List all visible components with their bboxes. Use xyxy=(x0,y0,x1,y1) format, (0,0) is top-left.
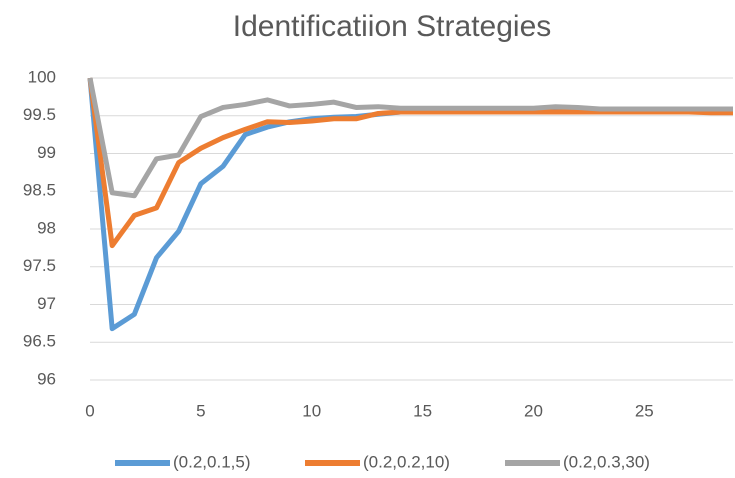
line xyxy=(87,77,733,199)
x-tick-label: 25 xyxy=(635,401,654,420)
legend-label: (0.2,0.2,10) xyxy=(363,452,450,471)
y-tick-label: 98.5 xyxy=(23,181,56,200)
y-tick-label: 96 xyxy=(37,369,56,388)
line xyxy=(87,77,733,249)
y-tick-label: 96.5 xyxy=(23,332,56,351)
x-tick-label: 15 xyxy=(413,401,432,420)
legend-label: (0.2,0.3,30) xyxy=(563,452,650,471)
x-tick-label: 5 xyxy=(196,401,205,420)
x-tick-label: 0 xyxy=(85,401,94,420)
y-tick-label: 98 xyxy=(37,218,56,237)
x-tick-label: 10 xyxy=(302,401,321,420)
chart-title: Identificatiion Strategies xyxy=(233,10,552,43)
y-tick-label: 97 xyxy=(37,294,56,313)
x-tick-label: 20 xyxy=(524,401,543,420)
y-tick-label: 99 xyxy=(37,143,56,162)
y-tick-label: 97.5 xyxy=(23,256,56,275)
y-tick-label: 100 xyxy=(28,67,56,86)
y-tick-label: 99.5 xyxy=(23,105,56,124)
legend-label: (0.2,0.1,5) xyxy=(173,452,251,471)
